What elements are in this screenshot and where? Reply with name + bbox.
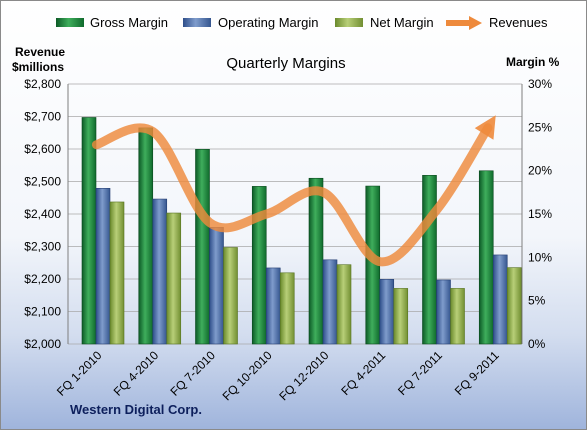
legend-swatch-net <box>335 18 363 27</box>
left-axis-title-line1: Revenue <box>15 45 65 59</box>
left-tick-label: $2,400 <box>24 207 61 221</box>
bar-net-margin <box>393 288 409 345</box>
left-axis-title-line2: $millions <box>12 60 64 74</box>
bars <box>81 117 522 345</box>
legend-label-operating: Operating Margin <box>218 15 318 30</box>
legend-label-revenues: Revenues <box>489 15 548 30</box>
bar-net-margin <box>166 212 182 345</box>
legend-label-net: Net Margin <box>370 15 434 30</box>
revenue-line-arrowhead <box>474 115 496 140</box>
right-tick-label: 15% <box>528 207 552 221</box>
bar-net-margin <box>279 272 295 345</box>
bar-net-margin <box>109 201 125 345</box>
bar-gross-margin <box>138 127 154 345</box>
left-tick-label: $2,800 <box>24 77 61 91</box>
bar-operating-margin <box>95 188 111 345</box>
legend-swatch-operating <box>183 18 211 27</box>
bar-gross-margin <box>195 149 210 345</box>
bar-gross-margin <box>81 117 97 345</box>
legend-swatch-gross <box>56 18 84 27</box>
bar-operating-margin <box>379 279 395 345</box>
bar-gross-margin <box>478 170 494 345</box>
left-axis-ticks: $2,000 $2,100 $2,200 $2,300 $2,400 $2,500 $2,6… <box>24 77 61 351</box>
bar-gross-margin <box>251 186 267 345</box>
left-tick-label: $2,100 <box>24 305 61 319</box>
left-tick-label: $2,700 <box>24 110 61 124</box>
right-tick-label: 20% <box>528 164 552 178</box>
bar-gross-margin <box>308 177 324 345</box>
bar-net-margin <box>450 288 465 345</box>
bar-operating-margin <box>436 279 451 345</box>
right-axis-ticks: 0% 5% 10% 15% 20% 25% 30% <box>528 77 552 351</box>
bar-operating-margin <box>492 254 508 345</box>
left-tick-label: $2,300 <box>24 240 61 254</box>
bar-net-margin <box>336 264 352 345</box>
left-tick-label: $2,000 <box>24 337 61 351</box>
right-axis-title: Margin % <box>506 55 560 69</box>
legend: Gross Margin Operating Margin Net Margin… <box>56 15 548 30</box>
bar-gross-margin <box>422 175 437 345</box>
bar-operating-margin <box>265 267 281 345</box>
legend-label-gross: Gross Margin <box>90 15 168 30</box>
left-tick-label: $2,200 <box>24 272 61 286</box>
right-tick-label: 30% <box>528 77 552 91</box>
bar-operating-margin <box>322 259 338 345</box>
revenue-line <box>91 115 496 267</box>
chart-title: Quarterly Margins <box>226 55 345 72</box>
left-tick-label: $2,500 <box>24 175 61 189</box>
bar-net-margin <box>223 247 238 345</box>
right-tick-label: 0% <box>528 337 546 351</box>
bar-net-margin <box>506 267 522 345</box>
right-tick-label: 5% <box>528 294 546 308</box>
left-tick-label: $2,600 <box>24 142 61 156</box>
right-tick-label: 25% <box>528 120 552 134</box>
bar-operating-margin <box>152 198 168 345</box>
revenue-line-path <box>91 123 493 267</box>
right-tick-label: 10% <box>528 250 552 264</box>
bar-operating-margin <box>209 227 224 345</box>
footer-company: Western Digital Corp. <box>70 402 202 417</box>
legend-arrow-revenues <box>469 16 482 30</box>
